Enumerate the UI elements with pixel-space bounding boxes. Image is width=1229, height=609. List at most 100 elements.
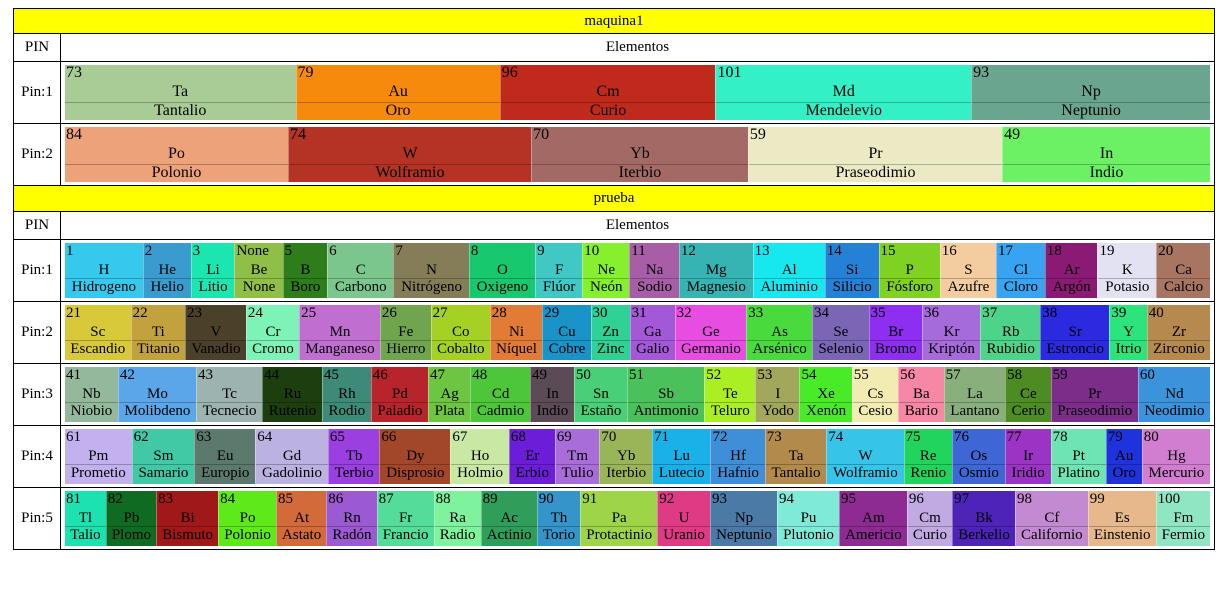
element-cell[interactable]: 84 Po Polonio	[65, 127, 288, 182]
element-cell[interactable]: 83 Bi Bismuto	[156, 491, 219, 546]
element-cell[interactable]: 55 Cs Cesio	[851, 367, 899, 422]
element-cell[interactable]: 96 Cm Curio	[906, 491, 953, 546]
element-cell[interactable]: 16 S Azufre	[939, 243, 997, 298]
element-cell[interactable]: 5 B Boro	[282, 243, 328, 298]
element-cell[interactable]: 89 Ac Actinio	[480, 491, 537, 546]
element-cell[interactable]: 44 Ru Rutenio	[262, 367, 322, 422]
element-cell[interactable]: 80 Hg Mercurio	[1141, 429, 1211, 484]
element-cell[interactable]: 101 Md Mendelevio	[715, 65, 972, 120]
element-cell[interactable]: 43 Tc Tecnecio	[195, 367, 263, 422]
element-cell[interactable]: 79 Au Oro	[295, 65, 500, 120]
element-cell[interactable]: 81 Tl Talio	[65, 491, 106, 546]
element-cell[interactable]: 42 Mo Molibdeno	[117, 367, 196, 422]
element-cell[interactable]: 90 Th Torio	[536, 491, 581, 546]
element-cell[interactable]: 35 Br Bromo	[868, 305, 922, 360]
element-cell[interactable]: 73 Ta Tantalio	[764, 429, 827, 484]
element-cell[interactable]: 93 Np Neptunio	[710, 491, 777, 546]
element-cell[interactable]: 95 Am Americio	[839, 491, 907, 546]
element-cell[interactable]: 18 Ar Argón	[1044, 243, 1098, 298]
element-cell[interactable]: 2 He Helio	[142, 243, 191, 298]
element-cell[interactable]: 6 C Carbono	[327, 243, 394, 298]
element-cell[interactable]: 78 Pt Platino	[1050, 429, 1106, 484]
element-cell[interactable]: 20 Ca Calcio	[1156, 243, 1210, 298]
element-cell[interactable]: 38 Sr Estroncio	[1040, 305, 1110, 360]
element-cell[interactable]: 24 Cr Cromo	[245, 305, 300, 360]
element-cell[interactable]: 26 Fe Hierro	[379, 305, 431, 360]
element-cell[interactable]: 79 Au Oro	[1105, 429, 1142, 484]
element-cell[interactable]: 32 Ge Germanio	[674, 305, 747, 360]
element-cell[interactable]: 27 Co Cobalto	[430, 305, 490, 360]
element-cell[interactable]: 3 Li Litio	[190, 243, 235, 298]
element-cell[interactable]: 11 Na Sodio	[629, 243, 679, 298]
element-cell[interactable]: 94 Pu Plutonio	[776, 491, 839, 546]
element-cell[interactable]: 23 V Vanadio	[185, 305, 246, 360]
element-cell[interactable]: 47 Ag Plata	[428, 367, 471, 422]
element-cell[interactable]: 70 Yb Iterbio	[599, 429, 652, 484]
element-cell[interactable]: 30 Zn Zinc	[590, 305, 630, 360]
element-cell[interactable]: 39 Y Itrio	[1109, 305, 1147, 360]
element-cell[interactable]: 77 Ir Iridio	[1004, 429, 1051, 484]
element-cell[interactable]: 93 Np Neptunio	[971, 65, 1210, 120]
element-cell[interactable]: 59 Pr Praseodimio	[1050, 367, 1138, 422]
element-cell[interactable]: None Be None	[234, 243, 283, 298]
element-cell[interactable]: 69 Tm Tulio	[554, 429, 600, 484]
element-cell[interactable]: 88 Ra Radio	[433, 491, 481, 546]
element-cell[interactable]: 61 Pm Prometio	[65, 429, 132, 484]
element-cell[interactable]: 91 Pa Protactinio	[580, 491, 658, 546]
element-cell[interactable]: 57 La Lantano	[943, 367, 1006, 422]
element-cell[interactable]: 49 In Indio	[1002, 127, 1211, 182]
element-cell[interactable]: 14 Si Silicio	[824, 243, 879, 298]
element-cell[interactable]: 41 Nb Niobio	[65, 367, 118, 422]
element-cell[interactable]: 48 Cd Cadmio	[470, 367, 530, 422]
element-cell[interactable]: 40 Zr Zirconio	[1146, 305, 1211, 360]
element-cell[interactable]: 31 Ga Galio	[629, 305, 675, 360]
element-cell[interactable]: 56 Ba Bario	[898, 367, 944, 422]
element-cell[interactable]: 96 Cm Curio	[499, 65, 716, 120]
element-cell[interactable]: 9 F Flúor	[535, 243, 583, 298]
element-cell[interactable]: 66 Dy Disprosio	[379, 429, 451, 484]
element-cell[interactable]: 58 Ce Cerio	[1005, 367, 1051, 422]
element-cell[interactable]: 37 Rb Rubidio	[980, 305, 1041, 360]
element-cell[interactable]: 17 Cl Cloro	[996, 243, 1045, 298]
element-cell[interactable]: 19 K Potasio	[1097, 243, 1157, 298]
element-cell[interactable]: 100 Fm Fermio	[1155, 491, 1211, 546]
element-cell[interactable]: 97 Bk Berkelio	[952, 491, 1015, 546]
element-cell[interactable]: 63 Eu Europio	[194, 429, 256, 484]
element-cell[interactable]: 74 W Wolframio	[287, 127, 532, 182]
element-cell[interactable]: 85 At Astato	[275, 491, 327, 546]
element-cell[interactable]: 70 Yb Iterbio	[531, 127, 748, 182]
element-cell[interactable]: 7 N Nitrógeno	[393, 243, 469, 298]
element-cell[interactable]: 72 Hf Hafnio	[710, 429, 765, 484]
element-cell[interactable]: 13 Al Aluminio	[752, 243, 825, 298]
element-cell[interactable]: 60 Nd Neodimio	[1137, 367, 1211, 422]
element-cell[interactable]: 15 P Fósforo	[878, 243, 940, 298]
element-cell[interactable]: 76 Os Osmio	[952, 429, 1005, 484]
element-cell[interactable]: 74 W Wolframio	[826, 429, 904, 484]
element-cell[interactable]: 92 U Uranio	[657, 491, 710, 546]
element-cell[interactable]: 22 Ti Titanio	[130, 305, 186, 360]
element-cell[interactable]: 1 H Hidrogeno	[65, 243, 143, 298]
element-cell[interactable]: 33 As Arsénico	[746, 305, 813, 360]
element-cell[interactable]: 87 Fr Francio	[376, 491, 434, 546]
element-cell[interactable]: 36 Kr Kriptón	[921, 305, 981, 360]
element-cell[interactable]: 52 Te Teluro	[704, 367, 756, 422]
element-cell[interactable]: 75 Re Renio	[903, 429, 952, 484]
element-cell[interactable]: 28 Ni Níquel	[489, 305, 543, 360]
element-cell[interactable]: 67 Ho Holmio	[450, 429, 509, 484]
element-cell[interactable]: 71 Lu Lutecio	[652, 429, 711, 484]
element-cell[interactable]: 62 Sm Samario	[131, 429, 195, 484]
element-cell[interactable]: 8 O Oxigeno	[468, 243, 536, 298]
element-cell[interactable]: 54 Xe Xenón	[799, 367, 852, 422]
element-cell[interactable]: 49 In Indio	[530, 367, 574, 422]
element-cell[interactable]: 46 Pd Paladio	[370, 367, 429, 422]
element-cell[interactable]: 51 Sb Antimonio	[626, 367, 705, 422]
element-cell[interactable]: 50 Sn Estaño	[573, 367, 627, 422]
element-cell[interactable]: 64 Gd Gadolinio	[255, 429, 328, 484]
element-cell[interactable]: 10 Ne Neón	[582, 243, 630, 298]
element-cell[interactable]: 59 Pr Praseodimio	[747, 127, 1003, 182]
element-cell[interactable]: 29 Cu Cobre	[542, 305, 591, 360]
element-cell[interactable]: 82 Pb Plomo	[105, 491, 157, 546]
element-cell[interactable]: 73 Ta Tantalio	[65, 65, 296, 120]
element-cell[interactable]: 34 Se Selenio	[812, 305, 869, 360]
element-cell[interactable]: 98 Cf Californio	[1014, 491, 1088, 546]
